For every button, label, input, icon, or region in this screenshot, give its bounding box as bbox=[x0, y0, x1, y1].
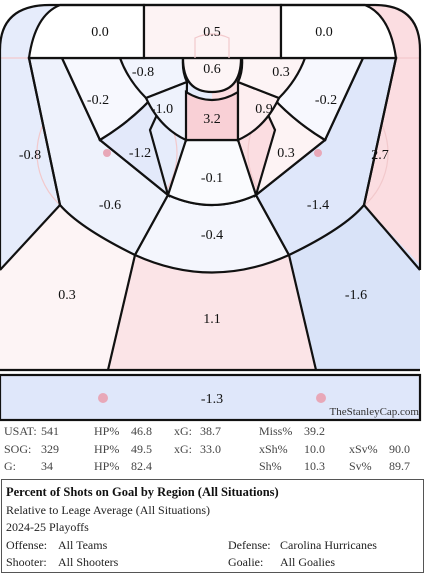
label-inner-top-right: 0.3 bbox=[272, 65, 290, 80]
offense-row: Offense: All Teams bbox=[6, 538, 107, 553]
label-outer-right: -1.4 bbox=[307, 198, 329, 213]
miss-value: 39.2 bbox=[304, 424, 325, 438]
usat-value: 541 bbox=[41, 424, 59, 438]
g-label: G: bbox=[4, 459, 16, 473]
xsv-label: xSv% bbox=[349, 441, 378, 456]
region-inner-top-right bbox=[236, 56, 307, 100]
hp-value-3: 82.4 bbox=[131, 459, 152, 473]
goal-net bbox=[194, 33, 230, 58]
label-point-left: 0.3 bbox=[58, 288, 76, 303]
sv-label: Sv% bbox=[349, 459, 372, 473]
label-behind-net-center: 0.5 bbox=[203, 25, 221, 40]
stats-row-goals: G: 34 HP% 82.4 Sh% 10.3 Sv% 89.7 bbox=[4, 459, 422, 477]
label-far-left-wing: -0.8 bbox=[19, 148, 41, 163]
defense-label: Defense: bbox=[228, 538, 271, 552]
info-panel: Percent of Shots on Goal by Region (All … bbox=[1, 479, 424, 573]
rink-border bbox=[0, 3, 422, 270]
info-subtitle: Relative to Leage Average (All Situation… bbox=[6, 503, 211, 517]
shooter-row: Shooter: All Shooters bbox=[6, 555, 118, 570]
xsv-value: 90.0 bbox=[389, 441, 410, 456]
xsh-value: 10.0 bbox=[304, 441, 325, 456]
offense-label: Offense: bbox=[6, 538, 48, 552]
label-mid-top-right: -0.2 bbox=[315, 93, 337, 108]
stats-row-usat: USAT: 541 HP% 46.8 xG: 38.7 Miss% 39.2 bbox=[4, 424, 422, 442]
defense-row: Defense: Carolina Hurricanes bbox=[228, 538, 377, 553]
stats-row-sog: SOG: 329 HP% 49.5 xG: 33.0 xSh% 10.0 xSv… bbox=[4, 442, 422, 460]
offense-value: All Teams bbox=[58, 538, 108, 552]
xg-value-2: 33.0 bbox=[200, 441, 221, 456]
region-behind-net-left bbox=[27, 3, 146, 60]
faceoff-dot-neutral-right bbox=[316, 393, 326, 403]
label-mid-right: 0.3 bbox=[277, 146, 295, 161]
label-point-right: -1.6 bbox=[345, 288, 367, 303]
label-mid-center: -0.1 bbox=[201, 171, 223, 186]
xg-value-1: 38.7 bbox=[200, 424, 221, 438]
region-mid-center bbox=[166, 138, 258, 207]
region-point-center bbox=[108, 255, 316, 370]
label-inner-right: 0.9 bbox=[255, 102, 273, 117]
region-behind-net-right bbox=[279, 3, 398, 60]
label-point-center: 1.1 bbox=[203, 312, 221, 327]
label-outer-center: -0.4 bbox=[201, 228, 223, 243]
site-credit: TheStanleyCap.com bbox=[329, 406, 419, 418]
faceoff-dot-neutral-left bbox=[98, 393, 108, 403]
info-season: 2024-25 Playoffs bbox=[6, 520, 89, 534]
goalie-row: Goalie: All Goalies bbox=[228, 555, 335, 570]
label-inner-slot: 3.2 bbox=[203, 112, 221, 127]
stats-panel: USAT: 541 HP% 46.8 xG: 38.7 Miss% 39.2 S… bbox=[4, 424, 422, 477]
region-point-left bbox=[0, 205, 135, 370]
sog-label: SOG: bbox=[4, 441, 32, 456]
goalie-label: Goalie: bbox=[228, 555, 264, 569]
hp-value-2: 49.5 bbox=[131, 441, 152, 456]
label-inner-left: -1.0 bbox=[151, 102, 173, 117]
xg-label-2: xG: bbox=[174, 441, 192, 456]
label-neutral-zone: -1.3 bbox=[201, 392, 223, 407]
label-crease: 0.6 bbox=[203, 62, 221, 77]
xg-label-1: xG: bbox=[174, 424, 192, 438]
g-value: 34 bbox=[41, 459, 53, 473]
sv-value: 89.7 bbox=[389, 459, 410, 473]
region-neutral-zone bbox=[0, 373, 422, 422]
faceoff-dot-left-circle bbox=[103, 149, 111, 157]
sog-value: 329 bbox=[41, 441, 59, 456]
region-value-labels: 0.0 0.5 0.0 0.6 -0.8 0.3 -1.0 3.2 0.9 -0… bbox=[19, 25, 389, 407]
defense-value: Carolina Hurricanes bbox=[280, 538, 377, 552]
sh-value: 10.3 bbox=[304, 459, 325, 473]
miss-label: Miss% bbox=[259, 424, 293, 438]
sh-label: Sh% bbox=[259, 459, 282, 473]
shooter-label: Shooter: bbox=[6, 555, 47, 569]
hp-label-2: HP% bbox=[94, 441, 120, 456]
label-mid-left: -1.2 bbox=[129, 146, 151, 161]
usat-label: USAT: bbox=[4, 424, 37, 438]
shooter-value: All Shooters bbox=[58, 555, 119, 569]
goalie-value: All Goalies bbox=[280, 555, 335, 569]
label-behind-net-left: 0.0 bbox=[91, 25, 109, 40]
region-point-right bbox=[289, 205, 420, 370]
info-title: Percent of Shots on Goal by Region (All … bbox=[6, 485, 279, 499]
label-behind-net-right: 0.0 bbox=[315, 25, 333, 40]
hp-label-1: HP% bbox=[94, 424, 120, 438]
faceoff-dot-right-circle bbox=[314, 149, 322, 157]
label-mid-top-left: -0.2 bbox=[87, 93, 109, 108]
label-far-right-wing: 2.7 bbox=[371, 148, 389, 163]
xsh-label: xSh% bbox=[259, 441, 288, 456]
region-crease bbox=[181, 56, 243, 94]
shot-region-heatmap: 0.0 0.5 0.0 0.6 -0.8 0.3 -1.0 3.2 0.9 -0… bbox=[0, 3, 422, 422]
hp-value-1: 46.8 bbox=[131, 424, 152, 438]
hp-label-3: HP% bbox=[94, 459, 120, 473]
label-inner-top-left: -0.8 bbox=[132, 65, 154, 80]
label-outer-left: -0.6 bbox=[99, 198, 121, 213]
